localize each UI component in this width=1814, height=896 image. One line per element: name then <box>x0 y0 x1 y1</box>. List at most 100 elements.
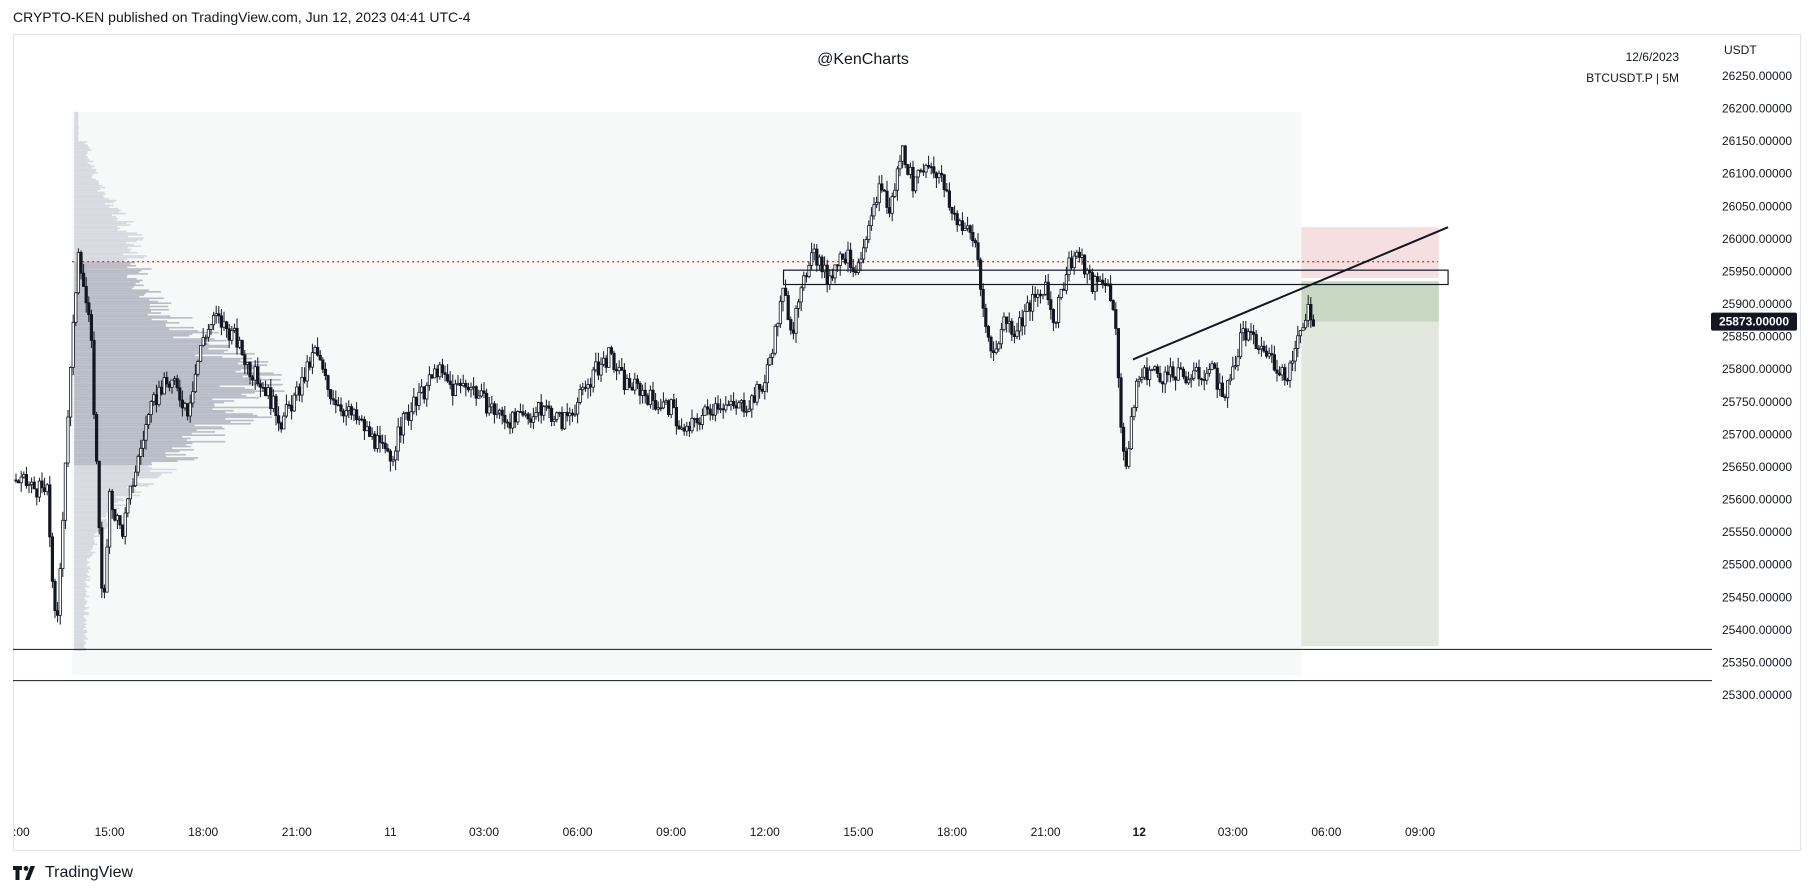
volume-profile-bar <box>74 333 193 335</box>
candle-body <box>1239 332 1243 358</box>
candle-body <box>334 399 338 406</box>
volume-profile-bar <box>74 483 155 485</box>
candle-body <box>360 418 364 421</box>
candle-body <box>836 264 840 267</box>
volume-profile-bar <box>74 115 79 117</box>
candle-body <box>716 403 720 410</box>
candle-body <box>729 401 733 406</box>
candle-body <box>1028 302 1032 312</box>
rectangle-zone-drawing[interactable] <box>782 269 1449 286</box>
candle-body <box>1184 376 1188 384</box>
candle-body <box>750 395 754 410</box>
candle-body <box>992 350 996 353</box>
candle-body <box>1280 367 1284 376</box>
volume-profile-bar <box>74 540 95 542</box>
volume-profile-bar <box>74 229 118 231</box>
candle-body <box>724 404 728 411</box>
candle-body <box>344 410 348 417</box>
volume-profile-bar <box>74 545 94 547</box>
volume-profile-bar <box>74 362 238 365</box>
price-tick-label: 25850.00000 <box>1722 330 1792 344</box>
volume-profile-bar <box>74 320 168 322</box>
time-tick-label: 03:00 <box>469 825 499 839</box>
candle-body <box>916 169 920 178</box>
candle-body <box>79 252 83 274</box>
candle-body <box>1285 379 1289 382</box>
symbol-date: 12/6/2023 <box>1625 50 1679 64</box>
candle-body <box>643 389 647 397</box>
candle-body <box>292 394 296 412</box>
candle-body <box>466 386 471 391</box>
tradingview-logo[interactable]: TradingView <box>13 864 133 882</box>
candle-body <box>1291 360 1295 364</box>
volume-profile-bar <box>74 141 88 143</box>
volume-profile-bar <box>74 442 193 445</box>
candle-body <box>336 404 341 407</box>
candle-body <box>133 471 138 487</box>
candle-body <box>258 383 263 388</box>
candle-body <box>953 212 957 215</box>
stop-loss-zone[interactable] <box>1301 227 1439 278</box>
volume-profile-bar <box>74 512 106 515</box>
candle-body <box>1033 293 1037 298</box>
take-profit-zone[interactable] <box>1301 281 1439 647</box>
candle-body <box>908 166 913 175</box>
volume-profile-bar <box>74 359 241 362</box>
volume-profile-bar <box>74 251 138 254</box>
volume-profile-bar <box>74 172 98 174</box>
volume-profile-bar <box>74 175 92 177</box>
symbol-info[interactable]: BTCUSDT.P | 5M <box>1586 71 1679 85</box>
candle-body <box>1213 363 1217 369</box>
volume-profile-bar <box>74 330 198 332</box>
candle-body <box>690 418 694 432</box>
candle-body <box>674 407 679 427</box>
volume-profile-bar <box>74 129 79 132</box>
candle-body <box>973 240 978 244</box>
volume-profile-bar <box>74 478 137 480</box>
candle-body <box>856 262 861 273</box>
candle-body <box>102 587 106 593</box>
candle-body <box>240 339 244 356</box>
volume-profile-bar <box>74 543 98 546</box>
candle-body <box>838 253 842 266</box>
candle-body <box>201 337 205 347</box>
volume-profile-bar <box>74 594 87 596</box>
candle-body <box>253 366 257 381</box>
volume-profile-bar <box>74 444 187 446</box>
candle-body <box>1179 367 1183 370</box>
candle-body <box>287 404 291 407</box>
candle-body <box>989 336 993 352</box>
volume-profile-bar <box>74 294 145 296</box>
volume-profile-bar <box>74 520 107 523</box>
candle-body <box>289 405 294 412</box>
volume-profile-bar <box>74 291 161 293</box>
volume-profile-bar <box>74 554 93 557</box>
volume-profile-bar <box>74 481 137 484</box>
candle-body <box>69 367 73 418</box>
candle-body <box>1249 331 1253 333</box>
trendline-drawing[interactable] <box>1132 226 1449 361</box>
candle-body <box>1116 328 1120 379</box>
volume-profile-bar <box>74 607 89 609</box>
candle-body <box>888 207 892 214</box>
volume-profile-bar <box>74 615 84 617</box>
time-tick-label: 18:00 <box>937 825 967 839</box>
candle-body <box>802 275 806 289</box>
volume-profile-bar <box>74 292 146 295</box>
volume-profile-bar <box>74 154 86 156</box>
candle-body <box>927 164 931 168</box>
volume-profile-bar <box>74 634 86 637</box>
candle-body <box>550 407 554 422</box>
volume-profile-bar <box>74 624 85 627</box>
volume-profile-bar <box>74 567 91 570</box>
candle-body <box>183 403 187 409</box>
candle-body <box>807 265 811 278</box>
candle-body <box>971 232 975 242</box>
candle-body <box>456 382 460 385</box>
volume-profile-bar <box>74 118 79 120</box>
candle-body <box>1166 371 1170 376</box>
volume-profile-bar <box>74 556 91 559</box>
candle-body <box>698 422 702 425</box>
candle-body <box>877 183 881 204</box>
